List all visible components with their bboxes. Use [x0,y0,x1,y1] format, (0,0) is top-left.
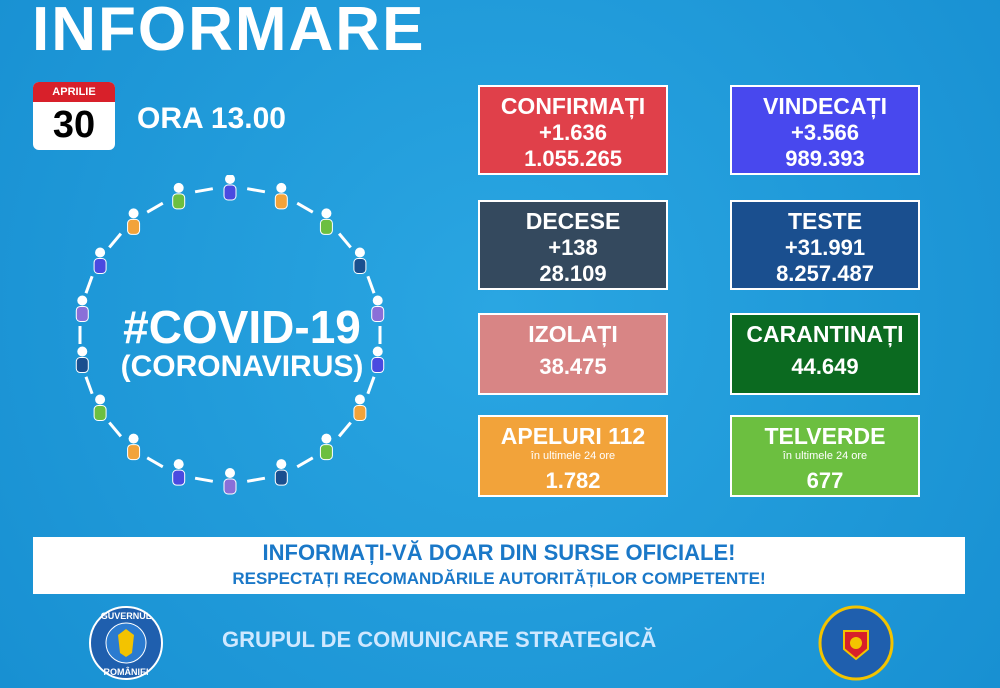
card-title: VINDECAȚI [763,93,887,119]
card-total: 677 [806,468,844,493]
person-icon [93,394,107,421]
person-icon [319,208,333,235]
calendar: APRILIE 30 [33,82,115,150]
title: INFORMARE [32,0,426,64]
stat-card: CARANTINAȚI 44.649 [730,313,920,395]
person-icon [353,394,367,421]
ring-arrow [337,421,352,438]
card-title: CARANTINAȚI [746,321,904,347]
ring-arrow [108,421,123,438]
card-title: TESTE [787,208,863,234]
banner-line: RESPECTAȚI RECOMANDĂRILE AUTORITĂȚILOR C… [232,569,766,588]
person-icon [353,247,367,274]
person-icon [127,208,141,235]
ring-arrow [146,201,164,214]
person-icon [172,182,186,210]
card-note: în ultimele 24 ore [782,450,868,462]
person-icon [371,295,385,322]
card-title: APELURI 112 [500,423,646,449]
department-seal [818,605,894,681]
person-icon [75,346,89,374]
card-title: CONFIRMAȚI [500,93,646,119]
time: ORA 13.00 [137,102,286,135]
card-change: +1.636 [539,120,607,145]
card-total: 28.109 [539,261,607,286]
stat-card: DECESE +138 28.109 [478,200,668,290]
ring-arrow [337,232,352,249]
stat-card: CONFIRMAȚI +1.636 1.055.265 [478,85,668,175]
person-icon [172,459,186,486]
calendar-day: 30 [52,104,96,146]
subtitle: (CORONAVIRUS) [120,350,364,383]
person-icon [223,175,237,201]
banner-line: INFORMAȚI-VĂ DOAR DIN SURSE OFICIALE! [262,540,736,565]
ring-arrow [246,476,266,483]
seal-text: ROMÂNIEI [104,666,149,677]
calendar-month: APRILIE [33,82,115,102]
card-total: 1.055.265 [524,146,622,171]
ring-arrow [366,376,376,395]
card-total: 38.475 [539,354,607,379]
people-ring [75,175,385,495]
person-icon [223,468,237,495]
card-total: 989.393 [785,146,865,171]
person-icon [274,459,288,486]
ring-arrow [108,232,123,249]
ring-arrow [296,201,314,214]
person-icon [127,433,141,461]
card-note: în ultimele 24 ore [530,450,616,462]
person-icon [274,182,288,210]
ring-arrow [194,187,214,194]
card-change: +31.991 [784,235,866,260]
footer-text: GRUPUL DE COMUNICARE STRATEGICĂ [222,627,657,652]
stat-card: IZOLAȚI 38.475 [478,313,668,395]
card-change: +138 [548,235,598,260]
ring-arrow [84,275,94,294]
card-title: IZOLAȚI [528,321,618,347]
card-change: +3.566 [791,120,859,145]
stat-card: APELURI 112 în ultimele 24 ore 1.782 [478,415,668,497]
seal-text: GUVERNUL [101,611,152,621]
ring-arrow [194,476,214,483]
banner: INFORMAȚI-VĂ DOAR DIN SURSE OFICIALE! RE… [33,537,965,594]
ring-arrow [84,376,94,395]
government-seal: GUVERNUL ROMÂNIEI [89,606,163,680]
ring-arrow [146,456,164,469]
stat-card: TESTE +31.991 8.257.487 [730,200,920,290]
hashtag: #COVID-19 [123,301,361,353]
ring-arrow [296,456,314,469]
card-total: 44.649 [791,354,859,379]
card-title: DECESE [525,208,621,234]
card-total: 8.257.487 [776,261,874,286]
person-icon [319,433,333,461]
person-icon [93,247,107,274]
ring-arrow [246,187,266,194]
card-title: TELVERDE [764,423,886,449]
person-icon [75,295,89,322]
ring-arrow [366,275,376,294]
person-icon [371,346,385,374]
stat-card: TELVERDE în ultimele 24 ore 677 [730,415,920,497]
stat-card: VINDECAȚI +3.566 989.393 [730,85,920,175]
card-total: 1.782 [545,468,601,493]
